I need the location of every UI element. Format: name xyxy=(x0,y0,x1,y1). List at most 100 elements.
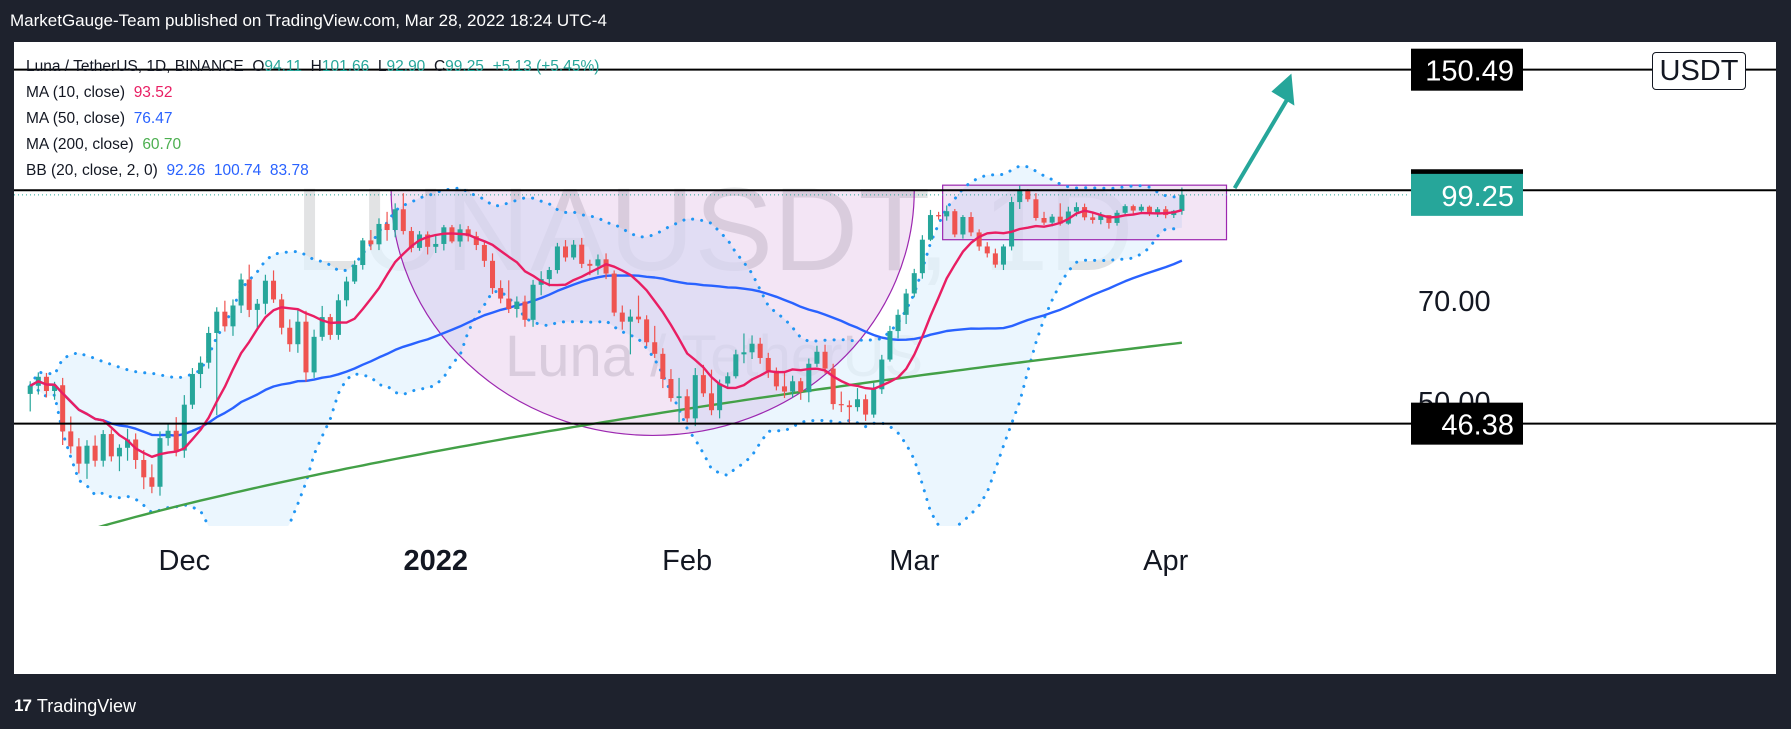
candle xyxy=(92,435,98,467)
candle xyxy=(295,309,301,353)
candle-body xyxy=(879,359,885,390)
candle-body xyxy=(562,246,569,258)
candle xyxy=(725,372,731,389)
candle xyxy=(506,280,512,314)
candle xyxy=(457,224,463,247)
candle xyxy=(222,300,228,332)
candle xyxy=(522,295,528,327)
candle-body xyxy=(1017,190,1023,203)
candle-body xyxy=(984,246,990,254)
candle xyxy=(116,444,122,472)
candle xyxy=(676,377,682,423)
candle xyxy=(660,348,666,389)
candle xyxy=(619,305,625,330)
candle xyxy=(976,229,982,251)
candle-body xyxy=(1179,194,1185,211)
candle xyxy=(627,309,633,355)
candle-body xyxy=(1146,206,1152,214)
candle xyxy=(149,464,155,494)
candle xyxy=(854,388,861,412)
candle xyxy=(141,449,147,490)
candle-body xyxy=(887,331,893,360)
candle xyxy=(514,296,520,318)
candle-body xyxy=(952,211,958,235)
candle xyxy=(441,224,447,251)
candle-body xyxy=(433,243,439,247)
candle-body xyxy=(781,386,788,392)
candle-body xyxy=(481,245,487,261)
candle-body xyxy=(473,236,479,246)
candle-body xyxy=(84,445,90,464)
candle-body xyxy=(92,445,98,461)
candle xyxy=(246,264,252,318)
candle xyxy=(968,212,974,237)
candle-body xyxy=(871,389,877,415)
candle-body xyxy=(1049,216,1055,223)
candle xyxy=(189,368,195,409)
candle-body xyxy=(717,383,723,411)
candle xyxy=(644,315,650,347)
cup-pattern xyxy=(390,189,915,436)
candle-body xyxy=(327,317,333,335)
candle-body xyxy=(854,399,861,408)
time-axis-tick: Mar xyxy=(889,545,939,577)
candle xyxy=(579,237,585,269)
candle-body xyxy=(181,404,187,451)
candle xyxy=(287,319,293,352)
time-axis-tick: Feb xyxy=(662,545,712,577)
candle-body xyxy=(635,316,642,320)
time-axis-tick: Apr xyxy=(1143,545,1188,577)
candle-body xyxy=(1033,199,1039,218)
candle xyxy=(303,310,309,382)
brand-name[interactable]: TradingView xyxy=(36,695,136,716)
ma10-line xyxy=(29,209,1183,458)
candle-body xyxy=(1122,206,1128,213)
candle-body xyxy=(911,273,917,294)
candle xyxy=(733,349,739,379)
candle xyxy=(1009,196,1015,251)
candle-body xyxy=(141,459,147,478)
tradingview-logo-icon[interactable]: 17 xyxy=(14,696,32,715)
candle xyxy=(765,352,771,378)
candle-body xyxy=(757,343,763,358)
candle-body xyxy=(1106,215,1112,223)
candle-body xyxy=(514,301,520,310)
candle xyxy=(344,276,350,307)
candle xyxy=(254,298,260,331)
candle xyxy=(279,293,285,335)
price-chart[interactable]: LUNAUSDT, 1DLuna / TetherUS70.0050.00150… xyxy=(14,42,1776,674)
candle-body xyxy=(919,239,925,274)
candle-body xyxy=(360,240,366,266)
candle xyxy=(960,215,966,239)
candle-body xyxy=(1041,217,1047,223)
price-axis-tick: 70.00 xyxy=(1418,286,1491,318)
candle xyxy=(319,305,325,341)
candle xyxy=(368,230,374,251)
candle-body xyxy=(895,314,901,332)
candle-body xyxy=(189,374,195,405)
candle-body xyxy=(157,438,163,487)
candle xyxy=(530,279,536,327)
candle-body xyxy=(603,259,609,274)
candle xyxy=(76,438,82,474)
candle xyxy=(595,254,601,275)
candle-body xyxy=(165,430,171,439)
candle xyxy=(887,325,893,362)
candle-body xyxy=(1009,202,1015,247)
currency-selector[interactable]: USDT xyxy=(1652,52,1746,90)
candle xyxy=(846,400,852,425)
candle-body xyxy=(530,284,536,320)
candle-body xyxy=(1073,207,1079,212)
candle-body xyxy=(311,336,317,373)
candle xyxy=(668,369,674,402)
candle-body xyxy=(1155,209,1161,214)
candle xyxy=(830,363,836,410)
candle-body xyxy=(254,303,260,310)
candle-body xyxy=(27,385,33,394)
candle-body xyxy=(741,352,747,355)
candle-body xyxy=(587,263,593,266)
candle xyxy=(814,345,820,367)
chart-panel[interactable]: LUNAUSDT, 1DLuna / TetherUS70.0050.00150… xyxy=(14,42,1776,674)
candle-body xyxy=(863,399,869,415)
time-axis-tick: 2022 xyxy=(403,545,468,577)
